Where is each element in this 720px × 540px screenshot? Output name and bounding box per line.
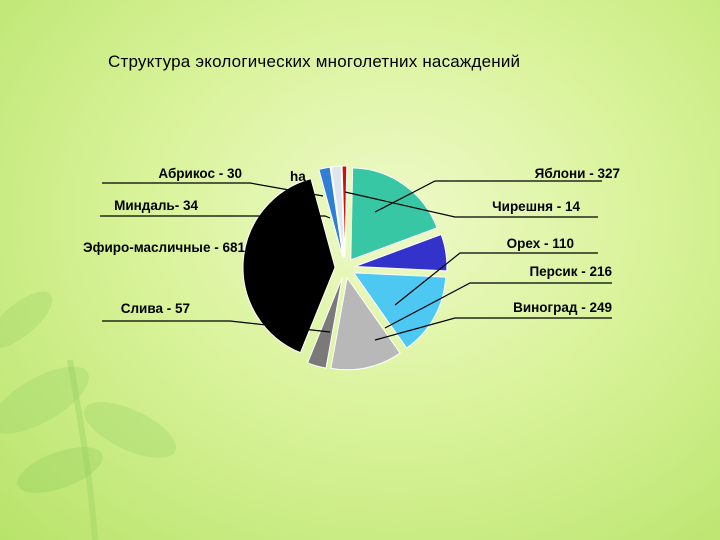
slice-label-8: Абрикос - 30 <box>158 166 242 181</box>
slice-label-7: Миндаль- 34 <box>114 198 198 213</box>
leader-line-5 <box>102 320 331 333</box>
pie-slice-6 <box>242 178 336 354</box>
pie-slice-5 <box>306 277 343 369</box>
pie-slice-9 <box>341 165 348 259</box>
slice-label-9: Чирешня - 14 <box>492 199 580 214</box>
pie-slice-3 <box>352 272 447 349</box>
slice-label-3: Виноград - 249 <box>513 300 612 315</box>
slice-label-1: Яблони - 327 <box>535 166 620 181</box>
leader-line-9 <box>344 191 598 218</box>
pie-slice-2 <box>354 233 448 272</box>
leader-line-4 <box>384 282 612 329</box>
leader-line-2 <box>394 252 598 306</box>
slice-label-5: Слива - 57 <box>121 301 190 316</box>
pie-slice-4 <box>330 276 401 371</box>
leader-line-7 <box>100 215 331 219</box>
unit-label: ha <box>290 169 306 184</box>
slice-label-6: Эфиро-масличные - 681 <box>83 240 245 255</box>
leader-line-1 <box>374 180 602 213</box>
leader-line-8 <box>102 182 324 197</box>
pie-slice-8 <box>330 165 345 259</box>
pie-slice-1 <box>350 167 438 261</box>
chart-title: Структура экологических многолетних наса… <box>108 52 521 71</box>
slice-label-2: Орех - 110 <box>507 236 574 251</box>
pie-slice-7 <box>318 166 344 259</box>
leader-line-3 <box>374 317 612 341</box>
slice-label-4: Персик - 216 <box>529 264 612 279</box>
